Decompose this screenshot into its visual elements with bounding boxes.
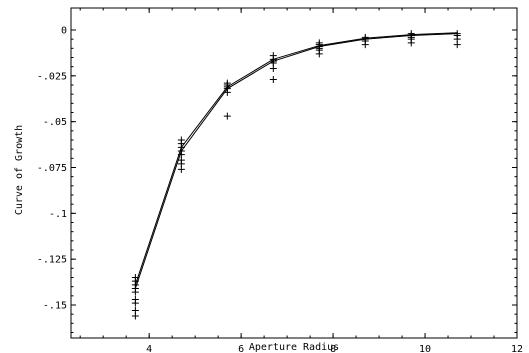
y-tick-label: 0	[61, 26, 67, 37]
y-axis-ticks: 0 -.025 -.05 -.075 -.1 -.125 -.15	[37, 26, 517, 333]
y-axis-title: Curve of Growth	[14, 125, 25, 215]
y-tick-label: -.1	[49, 209, 67, 220]
plus-marker	[453, 41, 461, 49]
plus-marker	[223, 88, 231, 96]
plus-marker	[407, 39, 415, 47]
plus-marker	[269, 76, 277, 83]
plus-marker	[131, 299, 139, 307]
y-tick-label: -.075	[37, 163, 67, 174]
plus-marker	[131, 312, 139, 320]
plus-marker	[361, 41, 369, 49]
plus-marker	[269, 65, 277, 72]
y-tick-label: -.125	[37, 255, 67, 266]
plus-marker	[131, 288, 139, 296]
x-axis-ticks: 4 6 8 10 12	[79, 8, 523, 353]
data-points	[131, 30, 461, 320]
x-tick-label: 8	[330, 344, 336, 353]
fit-line	[134, 33, 458, 289]
x-tick-label: 10	[419, 344, 431, 353]
fit-line	[134, 32, 458, 285]
y-tick-label: -.05	[43, 117, 67, 128]
plot-frame	[70, 7, 518, 339]
plus-marker	[315, 50, 323, 58]
x-axis-title: Aperture Radius	[249, 342, 339, 353]
y-tick-label: -.15	[43, 301, 67, 312]
x-tick-label: 6	[238, 344, 244, 353]
y-tick-label: -.025	[37, 71, 67, 82]
plus-marker	[223, 112, 231, 120]
x-tick-label: 12	[511, 344, 523, 353]
fit-lines	[134, 32, 458, 289]
x-tick-label: 4	[146, 344, 152, 353]
plus-marker	[177, 165, 185, 173]
